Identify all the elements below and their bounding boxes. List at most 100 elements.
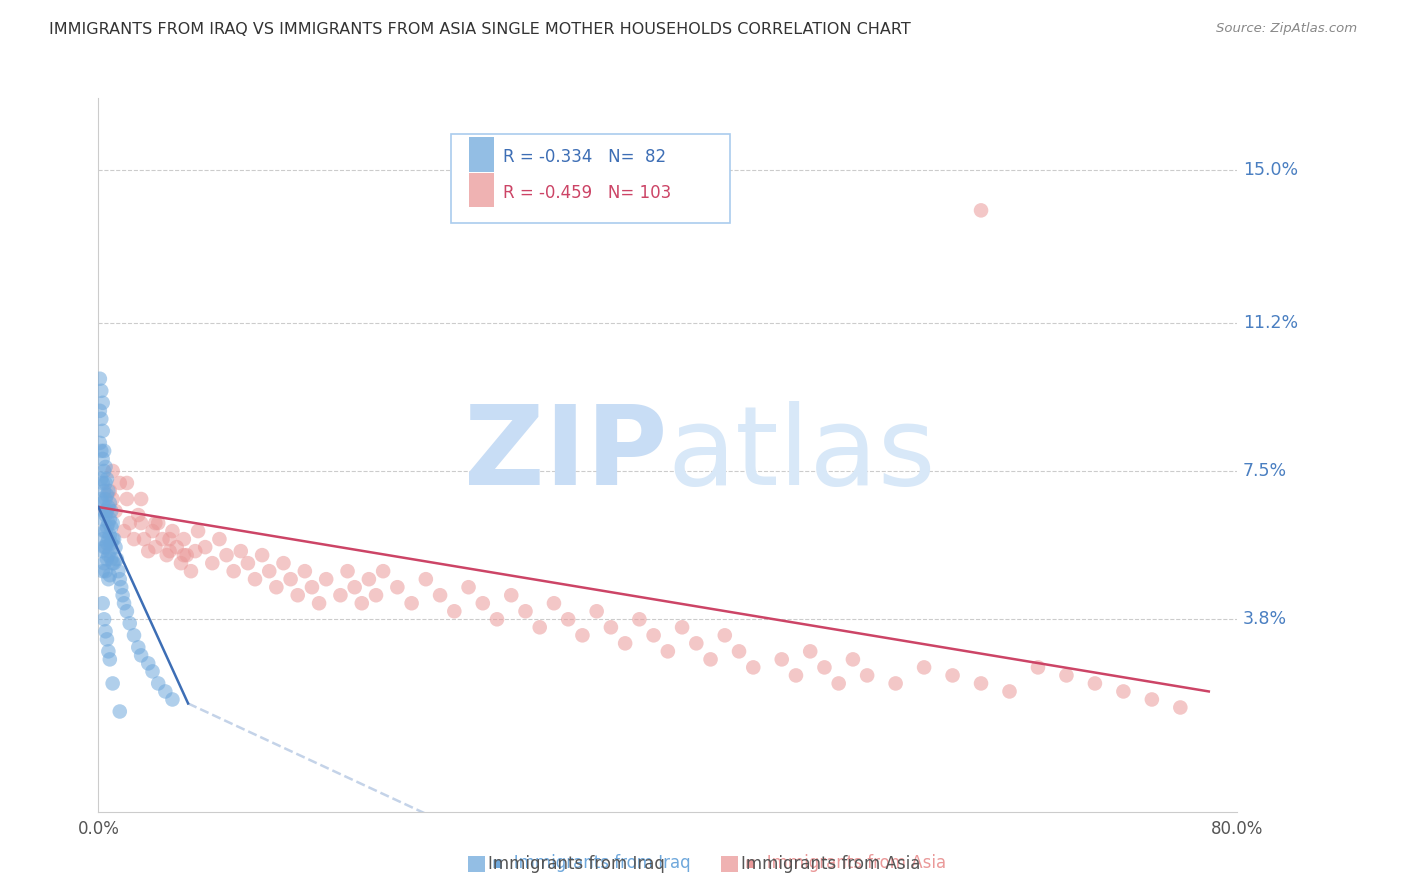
Point xyxy=(91,532,114,546)
Point xyxy=(93,483,115,498)
Point xyxy=(671,620,693,634)
Text: Source: ZipAtlas.com: Source: ZipAtlas.com xyxy=(1216,22,1357,36)
Point xyxy=(266,580,288,594)
Point xyxy=(429,588,451,602)
Point xyxy=(98,652,121,666)
Point xyxy=(118,616,141,631)
Point xyxy=(110,580,132,594)
Point xyxy=(90,384,112,398)
Bar xyxy=(468,173,494,207)
Point xyxy=(101,676,124,690)
Point xyxy=(643,628,665,642)
Point xyxy=(585,604,607,618)
Point xyxy=(97,644,120,658)
Point xyxy=(152,532,174,546)
Point xyxy=(97,500,120,514)
Point xyxy=(571,628,593,642)
Point xyxy=(96,552,118,566)
Point xyxy=(184,544,207,558)
Point xyxy=(155,684,177,698)
Point xyxy=(94,504,117,518)
Point xyxy=(90,412,112,426)
Point xyxy=(287,588,309,602)
Point xyxy=(229,544,252,558)
Point xyxy=(145,540,167,554)
Point xyxy=(104,540,127,554)
Point xyxy=(162,692,184,706)
Text: Immigrants from Iraq: Immigrants from Iraq xyxy=(488,855,665,873)
Point xyxy=(141,524,163,538)
Point xyxy=(98,568,121,582)
Point xyxy=(94,564,117,578)
Point xyxy=(250,548,273,562)
Point xyxy=(201,556,224,570)
Text: 11.2%: 11.2% xyxy=(1243,314,1298,332)
Point xyxy=(132,532,155,546)
Point xyxy=(194,540,217,554)
Point xyxy=(100,520,122,534)
Point xyxy=(129,491,152,506)
Point xyxy=(97,548,120,562)
Point xyxy=(842,652,865,666)
Point xyxy=(486,612,509,626)
Point xyxy=(884,676,907,690)
Point xyxy=(148,516,170,530)
Point xyxy=(173,532,195,546)
Point xyxy=(401,596,423,610)
Point xyxy=(111,588,134,602)
Point xyxy=(159,544,181,558)
Point xyxy=(97,532,120,546)
Point xyxy=(770,652,793,666)
Point xyxy=(457,580,479,594)
Point xyxy=(101,532,124,546)
Text: 7.5%: 7.5% xyxy=(1243,462,1286,480)
Point xyxy=(259,564,281,578)
Point xyxy=(301,580,323,594)
Point xyxy=(101,516,124,530)
Point xyxy=(387,580,409,594)
Point xyxy=(96,520,118,534)
Point xyxy=(280,572,302,586)
Point xyxy=(785,668,807,682)
Point xyxy=(115,604,138,618)
Point xyxy=(90,491,112,506)
Text: Immigrants from Asia: Immigrants from Asia xyxy=(741,855,921,873)
Point xyxy=(94,491,117,506)
Point xyxy=(108,705,131,719)
Point xyxy=(129,648,152,663)
Point xyxy=(94,524,117,538)
Text: IMMIGRANTS FROM IRAQ VS IMMIGRANTS FROM ASIA SINGLE MOTHER HOUSEHOLDS CORRELATIO: IMMIGRANTS FROM IRAQ VS IMMIGRANTS FROM … xyxy=(49,22,911,37)
Point xyxy=(96,472,118,486)
Point xyxy=(96,488,118,502)
Point xyxy=(91,424,114,438)
Point xyxy=(91,564,114,578)
Point xyxy=(173,548,195,562)
Point xyxy=(115,491,138,506)
Point xyxy=(118,516,141,530)
Point xyxy=(93,556,115,570)
Point xyxy=(970,676,993,690)
Point xyxy=(104,504,127,518)
Point xyxy=(93,504,115,518)
Point xyxy=(96,504,118,518)
Point xyxy=(364,588,387,602)
Point xyxy=(180,564,202,578)
Point xyxy=(97,483,120,498)
Point xyxy=(600,620,623,634)
Point xyxy=(714,628,737,642)
Point xyxy=(93,612,115,626)
Point xyxy=(122,628,145,642)
Point xyxy=(1112,684,1135,698)
Bar xyxy=(468,137,494,171)
Point xyxy=(166,540,188,554)
Text: R = -0.459   N= 103: R = -0.459 N= 103 xyxy=(503,184,671,202)
Point xyxy=(742,660,765,674)
Point xyxy=(98,496,121,510)
Point xyxy=(91,496,114,510)
Point xyxy=(828,676,851,690)
Point xyxy=(813,660,835,674)
Point xyxy=(1170,700,1192,714)
Text: R = -0.334   N=  82: R = -0.334 N= 82 xyxy=(503,148,666,166)
Point xyxy=(127,640,149,655)
Point xyxy=(728,644,751,658)
